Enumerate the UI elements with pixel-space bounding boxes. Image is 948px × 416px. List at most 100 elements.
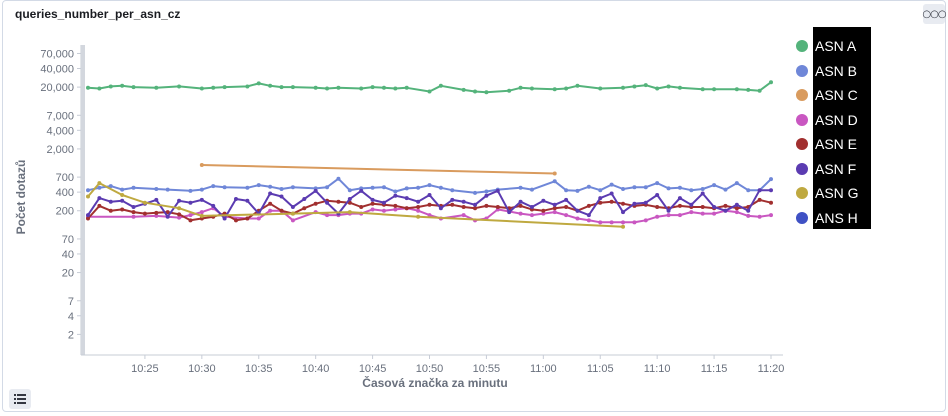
data-point[interactable]: [370, 185, 375, 190]
data-point[interactable]: [131, 85, 136, 90]
legend-item[interactable]: ASN C: [793, 83, 858, 107]
data-point[interactable]: [507, 88, 512, 93]
data-point[interactable]: [199, 162, 204, 167]
data-point[interactable]: [575, 83, 580, 88]
data-point[interactable]: [655, 192, 660, 197]
data-point[interactable]: [336, 85, 341, 90]
data-point[interactable]: [666, 213, 671, 218]
data-point[interactable]: [689, 202, 694, 207]
data-point[interactable]: [370, 85, 375, 90]
data-point[interactable]: [552, 179, 557, 184]
data-point[interactable]: [154, 197, 159, 202]
data-point[interactable]: [621, 210, 626, 215]
data-point[interactable]: [632, 84, 637, 89]
data-point[interactable]: [359, 188, 364, 193]
data-point[interactable]: [404, 85, 409, 90]
data-point[interactable]: [427, 202, 432, 207]
data-point[interactable]: [154, 213, 159, 218]
data-point[interactable]: [120, 192, 125, 197]
panel-options-button[interactable]: ○○○: [922, 4, 947, 24]
data-point[interactable]: [621, 85, 626, 90]
data-point[interactable]: [416, 214, 421, 219]
data-point[interactable]: [769, 188, 773, 193]
data-point[interactable]: [541, 208, 546, 213]
data-point[interactable]: [677, 185, 682, 190]
data-point[interactable]: [97, 203, 102, 208]
data-point[interactable]: [586, 203, 591, 208]
data-point[interactable]: [473, 89, 478, 94]
data-point[interactable]: [199, 187, 204, 192]
data-point[interactable]: [450, 202, 455, 207]
data-point[interactable]: [97, 181, 102, 186]
data-point[interactable]: [677, 196, 682, 201]
y-axis-brush[interactable]: [81, 45, 85, 355]
data-point[interactable]: [86, 213, 90, 218]
data-point[interactable]: [268, 184, 273, 189]
data-point[interactable]: [529, 187, 534, 192]
data-point[interactable]: [723, 203, 728, 208]
data-point[interactable]: [632, 185, 637, 190]
data-point[interactable]: [188, 200, 193, 205]
data-point[interactable]: [438, 185, 443, 190]
data-point[interactable]: [336, 199, 341, 204]
data-point[interactable]: [655, 204, 660, 209]
data-point[interactable]: [370, 207, 375, 212]
data-point[interactable]: [495, 204, 500, 209]
data-point[interactable]: [598, 188, 603, 193]
data-point[interactable]: [700, 186, 705, 191]
data-point[interactable]: [552, 206, 557, 211]
data-point[interactable]: [86, 216, 90, 221]
data-point[interactable]: [643, 83, 648, 88]
data-point[interactable]: [188, 218, 193, 223]
data-point[interactable]: [120, 207, 125, 212]
data-point[interactable]: [120, 198, 125, 203]
data-point[interactable]: [666, 84, 671, 89]
legend-item[interactable]: ASN A: [793, 34, 856, 58]
data-point[interactable]: [177, 84, 182, 89]
data-point[interactable]: [381, 208, 386, 213]
data-point[interactable]: [381, 185, 386, 190]
data-point[interactable]: [381, 200, 386, 205]
data-point[interactable]: [734, 87, 739, 92]
data-point[interactable]: [700, 191, 705, 196]
data-point[interactable]: [507, 210, 512, 215]
series-line-asn-g[interactable]: [87, 182, 624, 228]
data-point[interactable]: [677, 85, 682, 90]
data-point[interactable]: [370, 201, 375, 206]
data-point[interactable]: [165, 210, 170, 215]
data-point[interactable]: [142, 200, 147, 205]
data-point[interactable]: [643, 200, 648, 205]
data-point[interactable]: [484, 90, 489, 95]
data-point[interactable]: [290, 204, 295, 209]
data-point[interactable]: [473, 190, 478, 195]
data-point[interactable]: [609, 220, 614, 225]
data-point[interactable]: [609, 182, 614, 187]
data-point[interactable]: [734, 206, 739, 211]
data-point[interactable]: [199, 86, 204, 91]
data-point[interactable]: [245, 185, 250, 190]
data-point[interactable]: [621, 220, 626, 225]
data-point[interactable]: [461, 199, 466, 204]
data-point[interactable]: [666, 186, 671, 191]
data-point[interactable]: [279, 85, 284, 90]
data-point[interactable]: [689, 188, 694, 193]
data-point[interactable]: [461, 213, 466, 218]
data-point[interactable]: [97, 196, 102, 201]
data-point[interactable]: [268, 201, 273, 206]
data-point[interactable]: [541, 211, 546, 216]
data-point[interactable]: [609, 191, 614, 196]
data-point[interactable]: [518, 199, 523, 204]
data-point[interactable]: [427, 183, 432, 188]
data-point[interactable]: [484, 189, 489, 194]
data-point[interactable]: [199, 210, 204, 215]
data-point[interactable]: [598, 200, 603, 205]
data-point[interactable]: [621, 186, 626, 191]
data-point[interactable]: [256, 81, 261, 86]
data-point[interactable]: [757, 214, 762, 219]
data-point[interactable]: [712, 183, 717, 188]
data-point[interactable]: [393, 203, 398, 208]
data-point[interactable]: [529, 204, 534, 209]
data-point[interactable]: [541, 198, 546, 203]
data-point[interactable]: [245, 216, 250, 221]
data-point[interactable]: [154, 210, 159, 215]
